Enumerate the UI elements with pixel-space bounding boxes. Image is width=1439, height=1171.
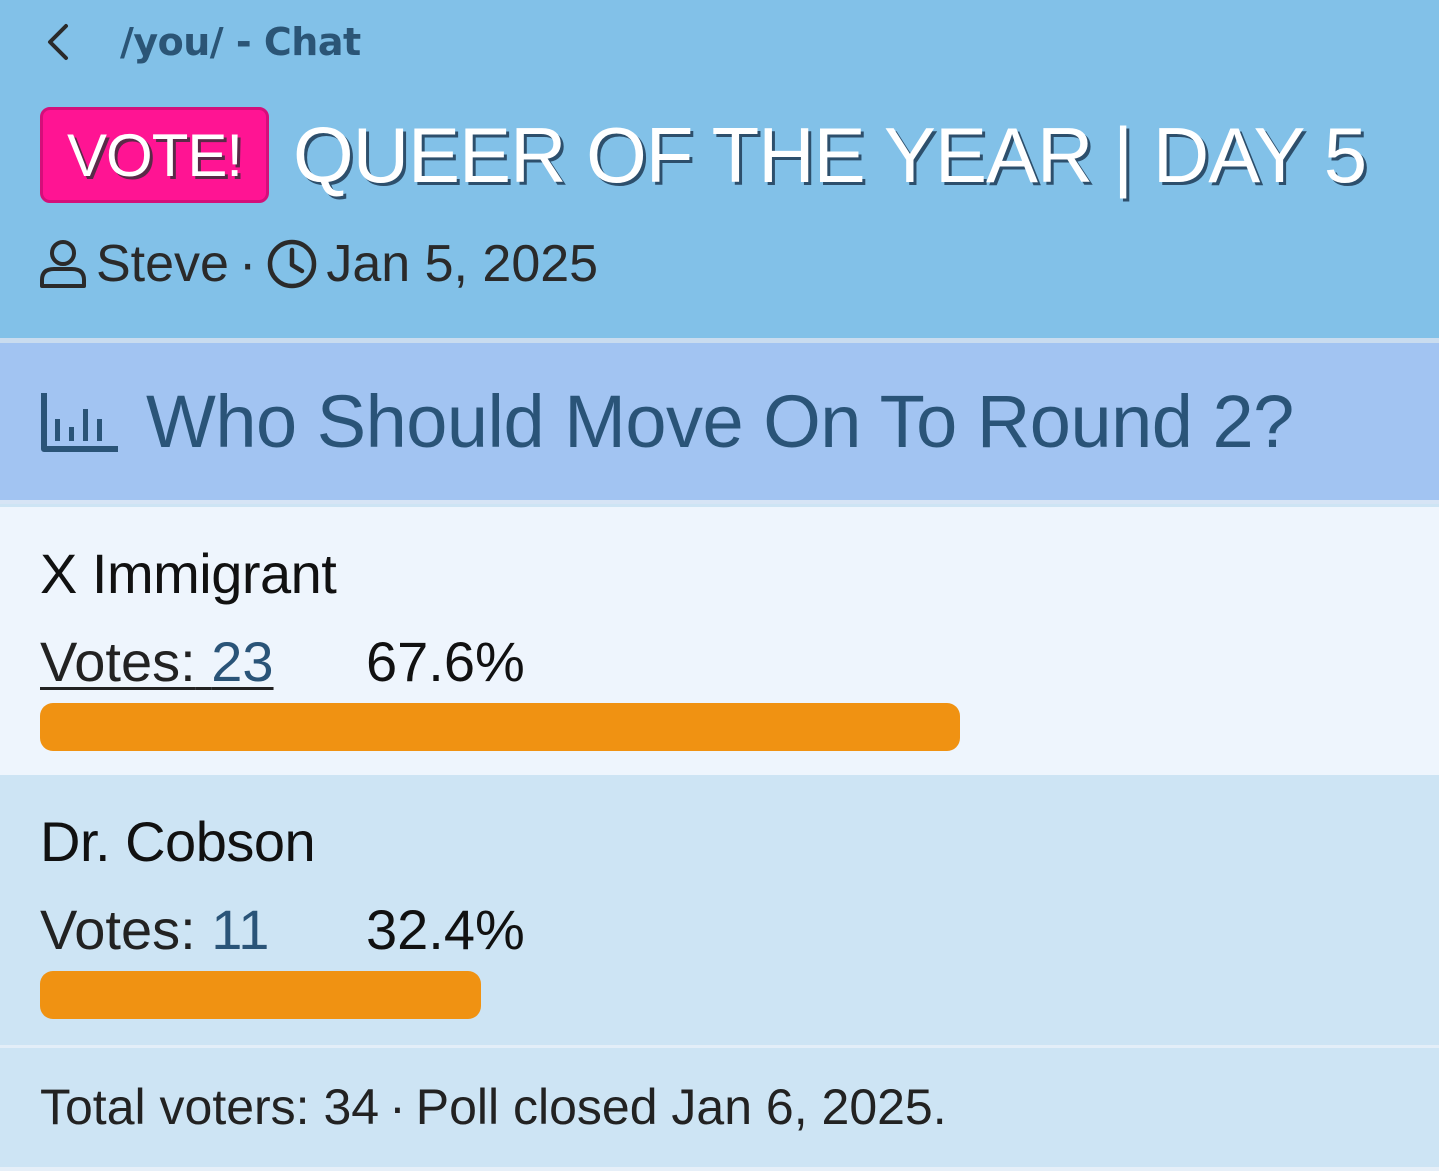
votes-label: Votes: xyxy=(40,898,196,961)
poll-header: Who Should Move On To Round 2? xyxy=(0,343,1439,504)
option-name: Dr. Cobson xyxy=(40,810,316,873)
thread-meta: Steve · Jan 5, 2025 xyxy=(38,232,598,296)
user-icon xyxy=(40,240,86,288)
author-link[interactable]: Steve xyxy=(96,235,229,293)
header-divider xyxy=(0,338,1439,343)
breadcrumb: /you/ - Chat xyxy=(44,14,361,70)
progress-bar xyxy=(40,971,481,1019)
back-button[interactable] xyxy=(44,14,92,70)
option-percent: 32.4% xyxy=(366,898,525,961)
clock-icon xyxy=(268,239,317,289)
bottom-divider xyxy=(0,1167,1439,1171)
progress-track xyxy=(40,703,960,751)
progress-bar xyxy=(40,703,960,751)
total-voters: Total voters: 34 xyxy=(40,1079,380,1135)
progress-track xyxy=(40,971,960,1019)
poll-footer: Total voters: 34 · Poll closed Jan 6, 2025… xyxy=(0,1048,1439,1171)
prefix-badge[interactable]: VOTE! xyxy=(40,107,270,203)
vote-count: 23 xyxy=(211,630,274,693)
votes-label: Votes: xyxy=(40,630,196,693)
option-votes-link[interactable]: Votes: 23 xyxy=(40,629,290,694)
poll-option: X Immigrant Votes: 23 67.6% xyxy=(0,507,1439,775)
option-votes: Votes: 11 xyxy=(40,897,269,962)
poll-summary: Total voters: 34 · Poll closed Jan 6, 2025… xyxy=(40,1078,947,1136)
option-name: X Immigrant xyxy=(40,542,337,605)
forum-link[interactable]: /you/ - Chat xyxy=(120,20,361,64)
footer-divider xyxy=(0,1045,1439,1048)
post-date[interactable]: Jan 5, 2025 xyxy=(326,235,599,293)
poll-option: Dr. Cobson Votes: 11 32.4% xyxy=(0,775,1439,1045)
page-title: QUEER OF THE YEAR | DAY 5 xyxy=(293,110,1367,199)
chevron-left-icon xyxy=(48,24,68,60)
poll-question: Who Should Move On To Round 2? xyxy=(146,380,1294,463)
bar-chart-icon xyxy=(41,392,118,452)
thread-title-row: VOTE! QUEER OF THE YEAR | DAY 5 xyxy=(40,107,1367,203)
meta-separator: · xyxy=(238,235,257,293)
option-percent: 67.6% xyxy=(366,630,525,693)
footer-separator: · xyxy=(389,1079,406,1135)
poll-status: Poll closed Jan 6, 2025. xyxy=(415,1079,947,1135)
thread-header: /you/ - Chat VOTE! QUEER OF THE YEAR | D… xyxy=(0,0,1439,340)
vote-count: 11 xyxy=(211,898,270,961)
